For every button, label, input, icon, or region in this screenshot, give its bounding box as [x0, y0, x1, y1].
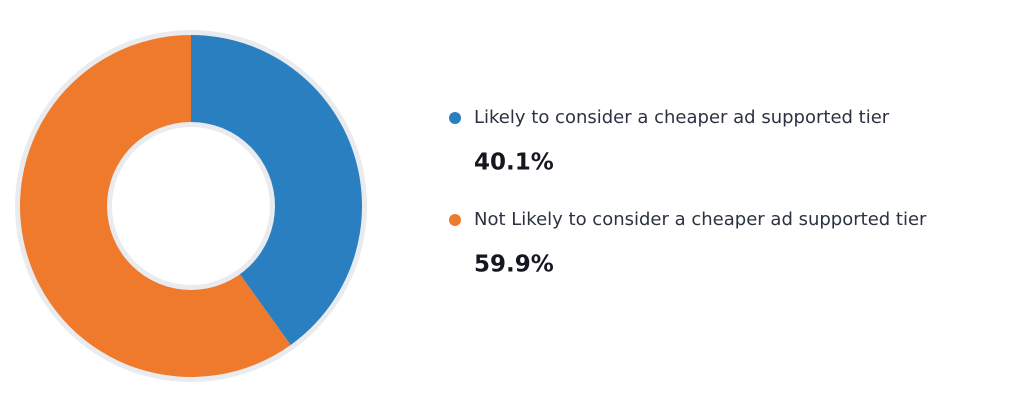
slices [20, 35, 363, 377]
slice [191, 35, 363, 345]
value-label: 40.1% [474, 150, 554, 176]
legend: Likely to consider a cheaper ad supporte… [449, 107, 927, 278]
value-label: 59.9% [474, 252, 554, 278]
legend-label: Not Likely to consider a cheaper ad supp… [474, 209, 927, 230]
hole [112, 127, 270, 285]
legend-marker [449, 214, 461, 226]
slice [20, 35, 291, 377]
legend-label: Likely to consider a cheaper ad supporte… [474, 107, 890, 128]
legend-marker [449, 112, 461, 124]
